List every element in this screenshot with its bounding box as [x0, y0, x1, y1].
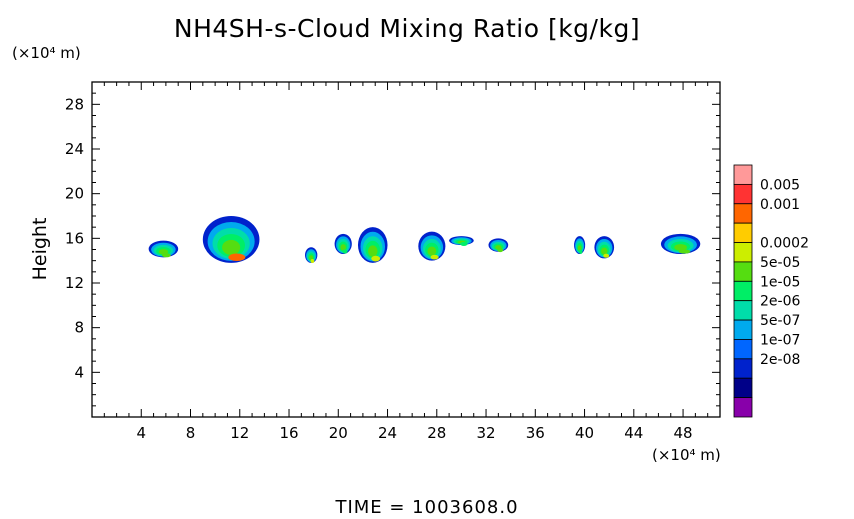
- cloud-core: [460, 241, 468, 246]
- colorbar-swatch: [733, 280, 753, 302]
- cloud-2: [202, 216, 260, 263]
- x-tick-label: 16: [279, 424, 298, 442]
- colorbar-swatch: [733, 377, 753, 399]
- cloud-core: [579, 249, 583, 254]
- cloud-core: [228, 253, 246, 262]
- cloud-layer: [577, 245, 582, 251]
- y-axis: 4 8 12 16 20 24 28: [65, 92, 720, 407]
- cloud-1: [148, 240, 179, 258]
- colorbar-label: 1e-07: [760, 332, 800, 348]
- x-tick-label: 40: [575, 424, 594, 442]
- x-tick-label: 32: [476, 424, 495, 442]
- x-axis-unit: (×10⁴ m): [652, 446, 721, 464]
- colorbar-label: 0.001: [760, 197, 800, 213]
- colorbar-label: 2e-08: [760, 352, 800, 368]
- y-tick-label: 16: [65, 229, 84, 247]
- cloud-11: [660, 233, 701, 254]
- colorbar-swatch: [733, 242, 753, 263]
- time-label: TIME = 1003608.0: [335, 497, 519, 518]
- cloud-core: [161, 253, 171, 258]
- colorbar-label: 1e-05: [760, 274, 800, 290]
- cloud-core: [678, 249, 691, 254]
- x-tick-label: 44: [624, 424, 643, 442]
- colorbar-swatch: [733, 397, 753, 418]
- x-tick-label: 24: [378, 424, 397, 442]
- cloud-6: [418, 231, 446, 261]
- cloud-3: [305, 247, 318, 264]
- y-tick-label: 4: [74, 363, 84, 381]
- cloud-core: [497, 248, 504, 253]
- cloud-layer: [222, 239, 241, 255]
- colorbar-swatch: [733, 203, 753, 224]
- y-axis-unit: (×10⁴ m): [12, 44, 81, 62]
- colorbar-swatch: [733, 300, 753, 321]
- cloud-core: [342, 249, 348, 254]
- cloud-layer: [427, 246, 437, 256]
- plot-frame: [91, 81, 721, 418]
- colorbar-swatch: [733, 164, 753, 185]
- cloud-layer: [674, 244, 687, 251]
- cloud-field: [148, 216, 701, 264]
- cloud-core: [310, 259, 315, 264]
- cloud-core: [371, 255, 381, 262]
- cloud-layer: [309, 255, 314, 261]
- cloud-8: [488, 238, 509, 253]
- chart-title: NH4SH-s-Cloud Mixing Ratio [kg/kg]: [173, 14, 641, 43]
- x-axis: 4 8 12 16 20 24 28 32 36 40 44 48: [103, 82, 709, 442]
- colorbar-label: 0.005: [760, 177, 800, 193]
- y-tick-label: 24: [65, 140, 84, 158]
- colorbar-swatch: [733, 222, 753, 243]
- colorbar: 0.005 0.001 0.0002 5e-05 1e-05 2e-06 5e-07 1e-0…: [733, 164, 809, 418]
- plot-border: [91, 81, 721, 418]
- x-tick-label: 8: [186, 424, 196, 442]
- cloud-4: [334, 233, 352, 254]
- y-tick-label: 8: [74, 319, 84, 337]
- colorbar-swatch: [733, 339, 753, 360]
- colorbar-label: 2e-06: [760, 294, 800, 310]
- y-axis-label: Height: [29, 218, 51, 281]
- x-tick-label: 28: [427, 424, 446, 442]
- colorbar-label: 5e-05: [760, 255, 800, 271]
- y-tick-label: 20: [65, 185, 84, 203]
- colorbar-swatch: [733, 183, 753, 205]
- colorbar-label: 5e-07: [760, 313, 800, 329]
- cloud-10: [594, 236, 615, 259]
- cloud-layer: [158, 249, 169, 255]
- colorbar-swatch: [733, 261, 753, 282]
- cloud-5: [357, 227, 388, 263]
- cloud-7: [449, 236, 474, 246]
- x-tick-label: 4: [136, 424, 146, 442]
- x-tick-label: 36: [526, 424, 545, 442]
- colorbar-label: 0.0002: [760, 236, 809, 252]
- x-tick-label: 20: [329, 424, 348, 442]
- cloud-core: [603, 253, 610, 258]
- cloud-core: [430, 254, 439, 260]
- x-tick-label: 12: [230, 424, 249, 442]
- cloud-9: [574, 236, 586, 254]
- colorbar-swatch: [733, 319, 753, 340]
- cloud-layer: [340, 244, 346, 251]
- colorbar-swatch: [733, 358, 753, 379]
- y-tick-label: 12: [65, 274, 84, 292]
- cloud-layer: [368, 245, 378, 257]
- cloud-layer: [601, 247, 608, 255]
- x-tick-label: 48: [674, 424, 693, 442]
- y-tick-label: 28: [65, 95, 84, 113]
